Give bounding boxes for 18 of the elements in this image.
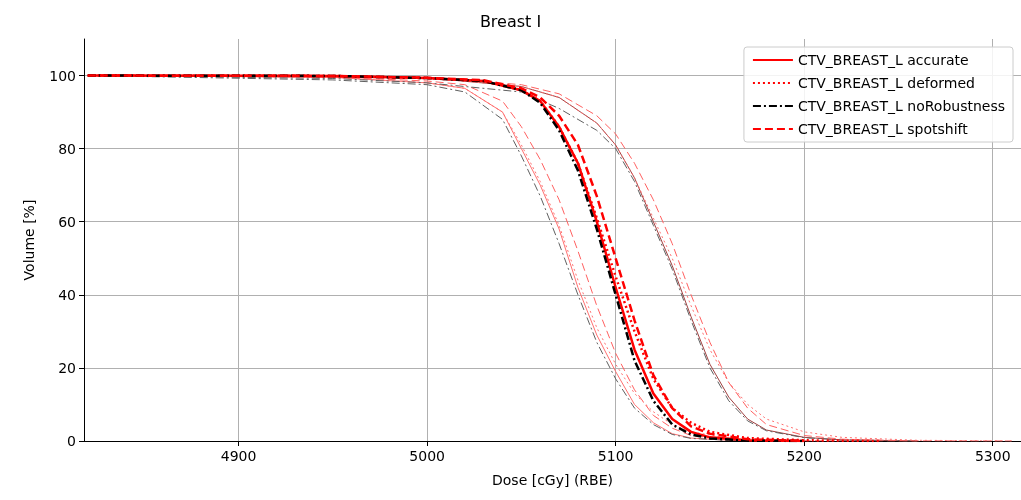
legend-label: CTV_BREAST_L spotshift — [797, 121, 969, 137]
x-tick-label: 4900 — [220, 448, 257, 464]
legend-label: CTV_BREAST_L deformed — [797, 75, 975, 91]
x-tick-label: 5100 — [597, 448, 634, 464]
legend-label: CTV_BREAST_L noRobustness — [797, 98, 1006, 114]
x-tick-label: 5300 — [974, 448, 1011, 464]
chart-title: Breast I — [479, 11, 542, 31]
y-tick-label: 60 — [58, 213, 76, 230]
x-tick-label: 5200 — [786, 448, 823, 464]
x-tick-label: 5000 — [409, 448, 445, 464]
y-tick-label: 20 — [58, 359, 76, 376]
legend-label: CTV_BREAST_L accurate — [797, 52, 969, 68]
y-axis-title: Volume [%] — [21, 199, 37, 281]
y-tick-label: 40 — [58, 286, 76, 303]
x-axis-title: Dose [cGy] (RBE) — [491, 472, 614, 488]
y-tick-label: 0 — [67, 433, 76, 449]
y-tick-label: 100 — [49, 67, 76, 84]
y-tick-label: 80 — [58, 140, 76, 157]
